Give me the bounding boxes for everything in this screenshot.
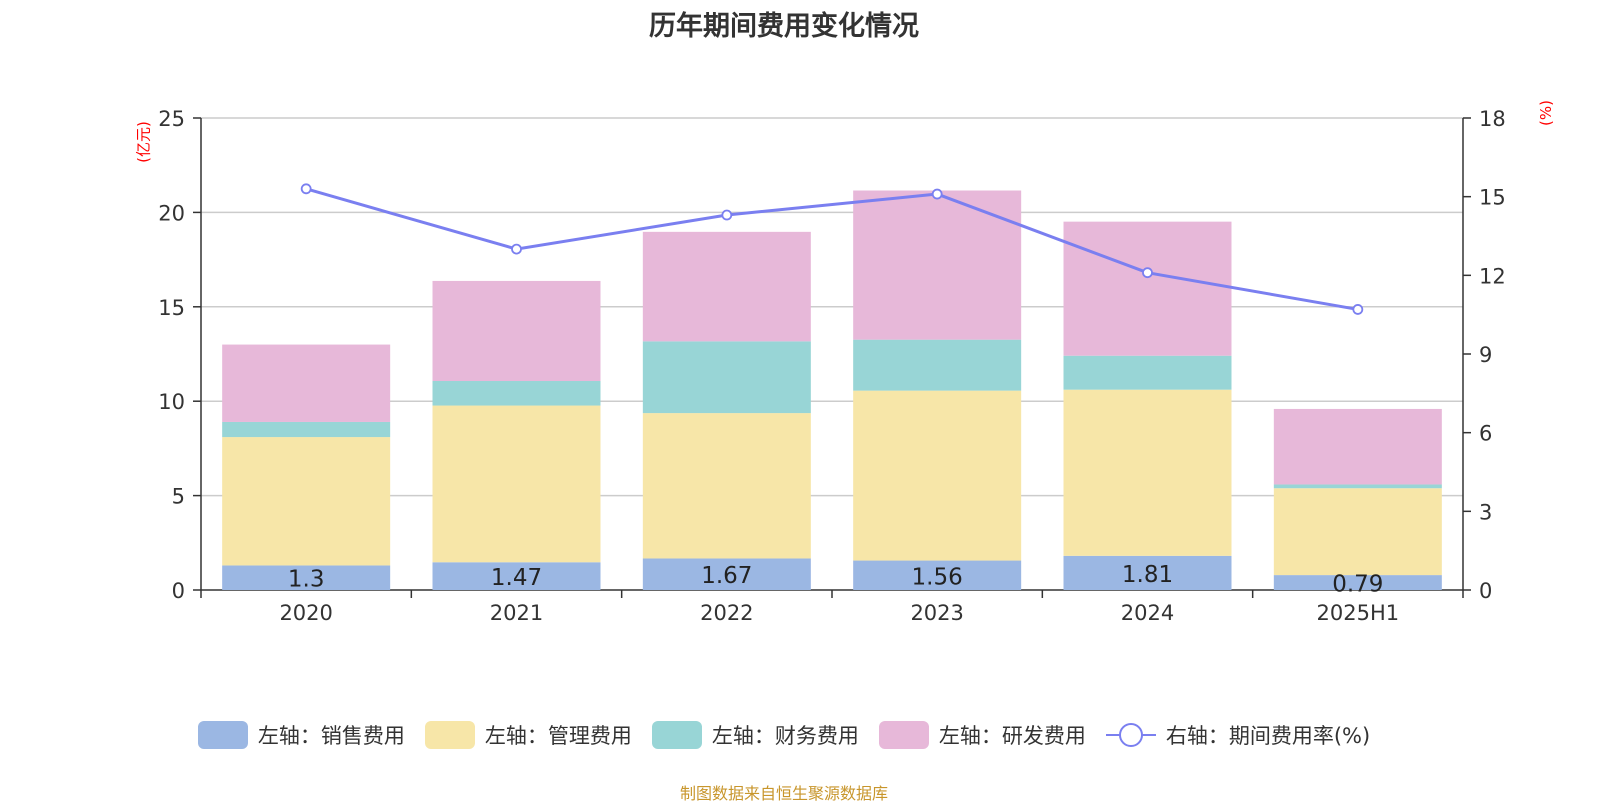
left-axis-tick-label: 0: [172, 579, 185, 603]
bar-segment[interactable]: [432, 380, 601, 406]
x-axis-tick-label: 2021: [490, 601, 543, 625]
left-axis-tick-label: 5: [172, 485, 185, 509]
bar-segment[interactable]: [853, 390, 1022, 561]
bar-segment[interactable]: [222, 565, 391, 590]
bar-segment[interactable]: [853, 560, 1022, 590]
right-axis-tick-label: 12: [1479, 264, 1506, 288]
x-axis-tick-label: 2023: [910, 601, 963, 625]
legend-label: 右轴：期间费用率(%): [1165, 724, 1371, 748]
bar-segment[interactable]: [432, 280, 601, 381]
legend-item[interactable]: 左轴：管理费用: [424, 720, 632, 750]
right-axis-tick-label: 15: [1479, 186, 1506, 210]
x-axis-tick-label: 2022: [700, 601, 753, 625]
expense-rate-point[interactable]: [1352, 304, 1364, 315]
legend-item[interactable]: 左轴：研发费用: [878, 720, 1086, 750]
bar-data-label: 1.67: [701, 563, 752, 589]
right-axis-tick-label: 6: [1479, 422, 1492, 446]
bar-data-label: 0.79: [1332, 572, 1383, 598]
right-axis-tick-label: 3: [1479, 500, 1492, 524]
legend-item[interactable]: 左轴：销售费用: [197, 720, 405, 750]
bar-segment[interactable]: [1063, 221, 1232, 356]
expense-rate-line: [305, 187, 1359, 311]
bar-data-label: 1.3: [288, 567, 325, 593]
bar-segment[interactable]: [853, 190, 1022, 340]
x-axis-tick-label: 2020: [279, 601, 332, 625]
legend-swatch: [878, 721, 929, 749]
bar-segment[interactable]: [1063, 355, 1232, 390]
bar-segment[interactable]: [432, 562, 601, 590]
x-axis-tick-label: 2025H1: [1317, 601, 1400, 625]
chart-legend[interactable]: 左轴：销售费用 左轴：管理费用 左轴：财务费用 左轴：研发费用 右轴：期间费用率(%): [0, 720, 1568, 750]
left-axis-tick-label: 20: [158, 201, 185, 225]
legend-item[interactable]: 左轴：财务费用: [651, 720, 859, 750]
legend-label: 左轴：研发费用: [938, 724, 1086, 748]
bar-segment[interactable]: [642, 231, 811, 342]
expense-rate-point[interactable]: [931, 188, 943, 200]
right-axis-tick-label: 18: [1479, 107, 1506, 131]
bar-segment[interactable]: [642, 341, 811, 414]
bar-segment[interactable]: [222, 344, 391, 422]
legend-swatch: [1105, 723, 1156, 747]
x-axis-tick-label: 2024: [1121, 601, 1174, 625]
expense-rate-point[interactable]: [1142, 267, 1153, 279]
legend-swatch: [651, 721, 702, 749]
legend-label: 左轴：销售费用: [257, 724, 405, 748]
bar-segment[interactable]: [1273, 408, 1442, 485]
bar-segment[interactable]: [222, 437, 391, 566]
legend-label: 左轴：管理费用: [484, 724, 632, 748]
expense-rate-point[interactable]: [300, 183, 312, 195]
bar-segment[interactable]: [853, 339, 1022, 391]
left-axis-tick-label: 25: [158, 107, 185, 131]
legend-swatch: [424, 721, 475, 749]
legend-label: 左轴：财务费用: [711, 724, 859, 748]
bar-segment[interactable]: [642, 413, 811, 559]
legend-swatch: [197, 721, 248, 749]
bar-segment[interactable]: [642, 558, 811, 590]
source-note: 制图数据来自恒生聚源数据库: [679, 784, 888, 803]
chart-title: 历年期间费用变化情况: [649, 11, 919, 42]
bar-data-label: 1.81: [1122, 562, 1173, 588]
bar-segment[interactable]: [1063, 555, 1232, 590]
bar-data-label: 1.47: [491, 565, 542, 591]
bar-segment[interactable]: [222, 421, 391, 438]
bar-data-label: 1.56: [912, 564, 963, 590]
right-axis-tick-label: 0: [1479, 579, 1492, 603]
legend-item[interactable]: 右轴：期间费用率(%): [1105, 720, 1371, 750]
bar-segment[interactable]: [1063, 389, 1232, 556]
expense-rate-point[interactable]: [511, 243, 522, 255]
bar-segment[interactable]: [1273, 484, 1442, 489]
left-axis-tick-label: 10: [158, 390, 185, 414]
left-axis-tick-label: 15: [158, 296, 185, 320]
expense-rate-point[interactable]: [721, 209, 733, 221]
bar-segment[interactable]: [432, 405, 601, 563]
bar-segment[interactable]: [1273, 488, 1442, 576]
right-axis-tick-label: 9: [1479, 343, 1492, 367]
bar-segment[interactable]: [1273, 575, 1442, 590]
